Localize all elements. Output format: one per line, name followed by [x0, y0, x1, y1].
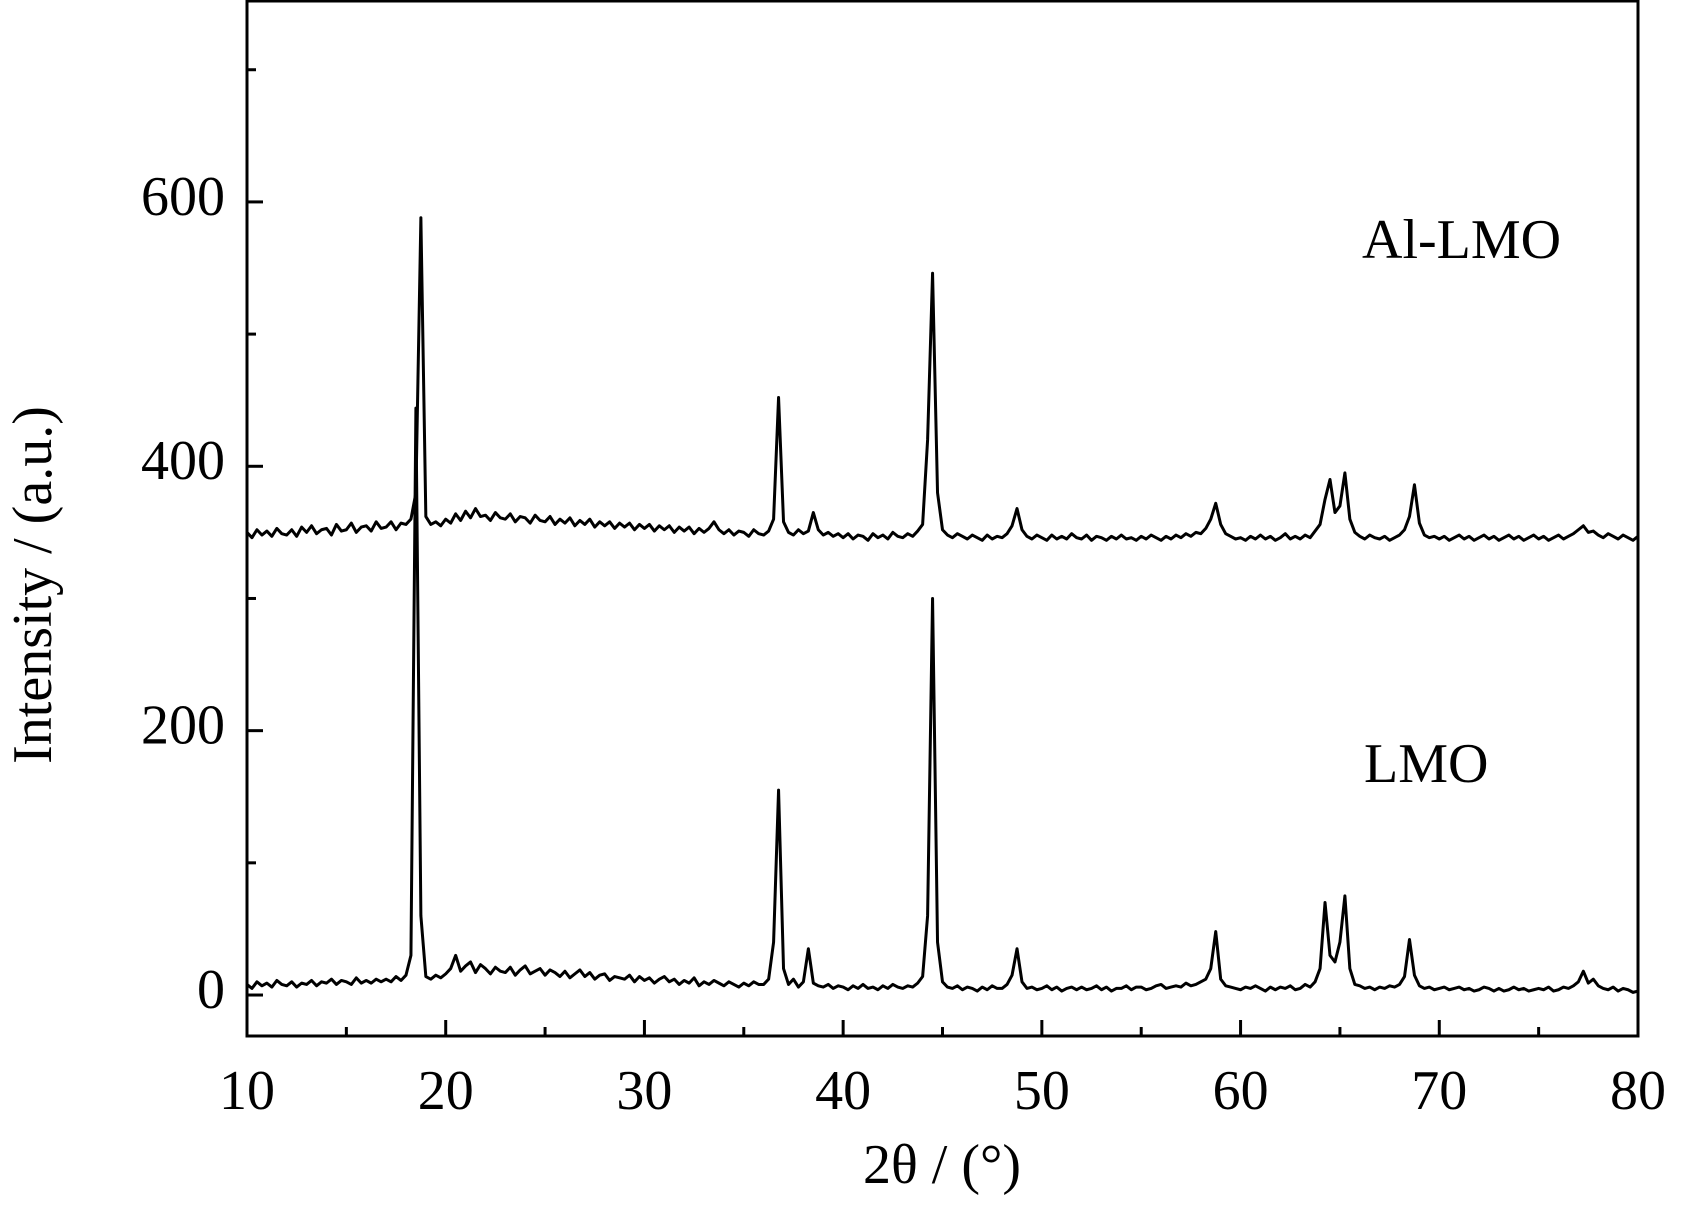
x-tick-label: 30 — [616, 1060, 672, 1122]
annotation: LMO — [1364, 733, 1488, 795]
x-axis-label: 2θ / (°) — [863, 1134, 1021, 1196]
annotation: Al-LMO — [1362, 209, 1561, 271]
y-axis-label: Intensity / (a.u.) — [2, 406, 64, 764]
data-line — [246, 406, 1639, 994]
y-tick-label: 200 — [141, 694, 225, 756]
x-tick-label: 70 — [1411, 1060, 1467, 1122]
y-tick-label: 400 — [141, 430, 225, 492]
data-line — [245, 216, 1639, 542]
x-tick-label: 20 — [418, 1060, 474, 1122]
y-tick-label: 600 — [141, 166, 225, 228]
x-tick-label: 10 — [219, 1060, 275, 1122]
x-tick-label: 60 — [1213, 1060, 1269, 1122]
x-tick-label: 50 — [1014, 1060, 1070, 1122]
x-tick-label: 40 — [815, 1060, 871, 1122]
y-tick-label: 0 — [197, 959, 225, 1021]
x-tick-label: 80 — [1610, 1060, 1666, 1122]
